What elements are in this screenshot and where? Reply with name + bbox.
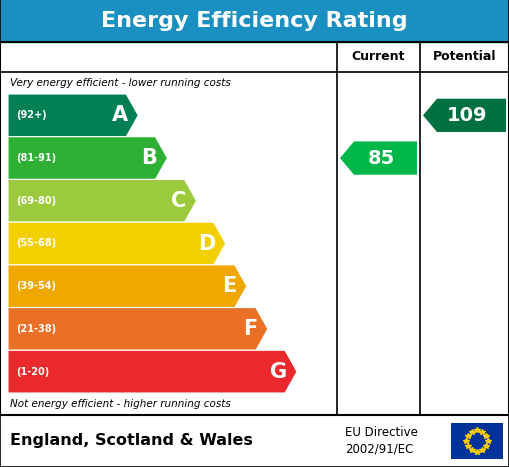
Text: Very energy efficient - lower running costs: Very energy efficient - lower running co…: [10, 78, 231, 88]
Text: (81-91): (81-91): [16, 153, 56, 163]
Text: 109: 109: [447, 106, 488, 125]
Text: 85: 85: [367, 149, 395, 168]
Text: EU Directive
2002/91/EC: EU Directive 2002/91/EC: [345, 426, 418, 456]
Text: (39-54): (39-54): [16, 281, 56, 291]
Polygon shape: [8, 179, 196, 222]
Polygon shape: [8, 265, 247, 308]
Text: (55-68): (55-68): [16, 239, 56, 248]
Text: (69-80): (69-80): [16, 196, 56, 206]
Text: Potential: Potential: [433, 50, 496, 64]
Text: England, Scotland & Wales: England, Scotland & Wales: [10, 433, 253, 448]
Text: A: A: [112, 106, 128, 125]
Polygon shape: [340, 142, 417, 175]
Polygon shape: [8, 137, 167, 179]
Bar: [0, 415, 509, 467]
Polygon shape: [8, 350, 297, 393]
Text: F: F: [244, 319, 258, 339]
Polygon shape: [8, 222, 225, 265]
Text: Energy Efficiency Rating: Energy Efficiency Rating: [101, 11, 408, 31]
Bar: [451, 423, 503, 459]
Text: E: E: [222, 276, 237, 296]
Bar: [0, 42, 509, 415]
Text: B: B: [142, 148, 157, 168]
Text: (92+): (92+): [16, 110, 47, 120]
Text: G: G: [270, 361, 287, 382]
Text: D: D: [199, 234, 216, 254]
Text: (1-20): (1-20): [16, 367, 49, 377]
Polygon shape: [8, 94, 138, 137]
Text: C: C: [172, 191, 187, 211]
Text: Current: Current: [352, 50, 405, 64]
Polygon shape: [8, 308, 268, 350]
Polygon shape: [423, 99, 506, 132]
Text: Not energy efficient - higher running costs: Not energy efficient - higher running co…: [10, 399, 231, 409]
Text: (21-38): (21-38): [16, 324, 56, 334]
Bar: [0, 0, 509, 42]
